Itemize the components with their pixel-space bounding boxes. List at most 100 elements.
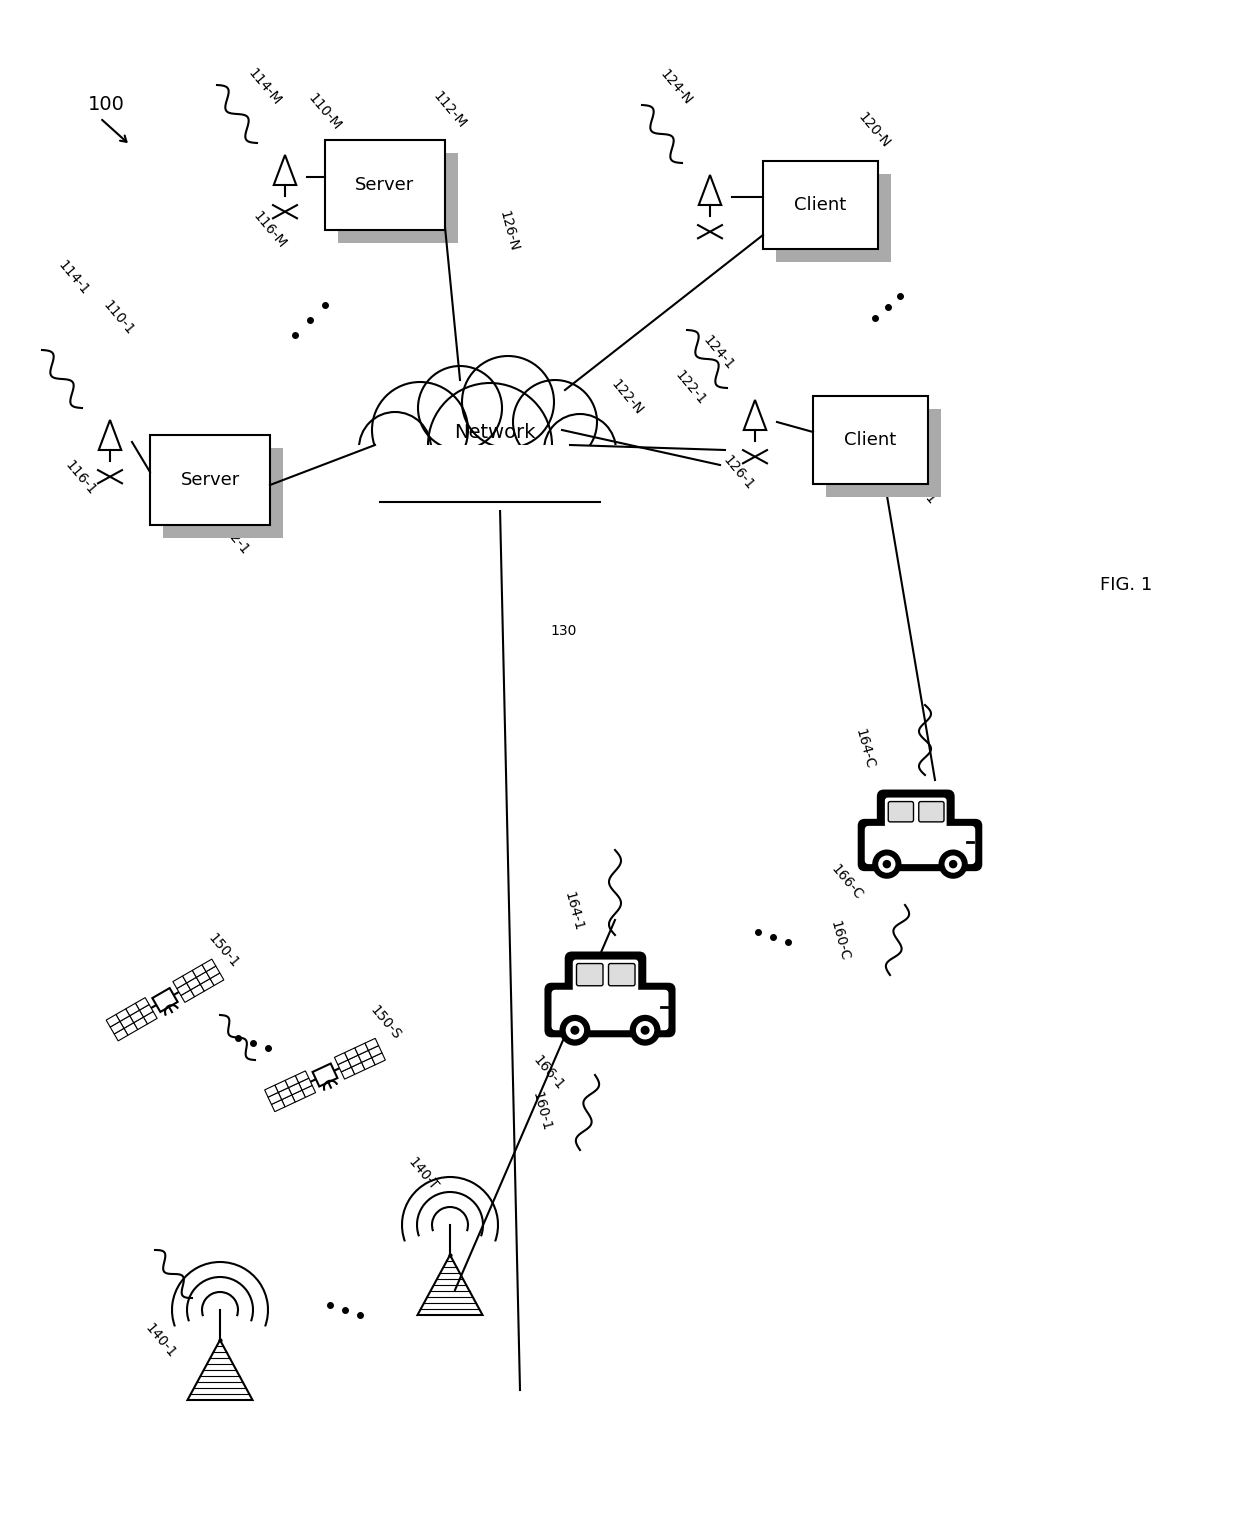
FancyBboxPatch shape [919, 802, 944, 821]
FancyBboxPatch shape [552, 990, 668, 1030]
Bar [775, 173, 890, 262]
Text: 120-1: 120-1 [901, 468, 939, 508]
FancyBboxPatch shape [888, 802, 914, 821]
Bar [325, 140, 445, 230]
Text: FIG. 1: FIG. 1 [1100, 576, 1152, 595]
Text: 140-1: 140-1 [143, 1322, 179, 1361]
Text: 112-1: 112-1 [215, 519, 252, 558]
Circle shape [878, 855, 897, 873]
Circle shape [565, 1021, 585, 1040]
Polygon shape [355, 1043, 368, 1056]
Circle shape [635, 1021, 655, 1040]
Polygon shape [107, 1015, 120, 1027]
FancyBboxPatch shape [885, 797, 946, 827]
Polygon shape [201, 978, 215, 992]
Text: 166-C: 166-C [828, 862, 866, 903]
Polygon shape [120, 1016, 134, 1028]
Text: 164-C: 164-C [853, 727, 877, 771]
Text: 122-N: 122-N [608, 377, 646, 418]
Polygon shape [114, 1028, 128, 1040]
Polygon shape [125, 1004, 139, 1016]
Polygon shape [182, 970, 196, 983]
Polygon shape [345, 1048, 358, 1060]
Polygon shape [210, 973, 224, 986]
Text: Server: Server [180, 472, 239, 488]
Circle shape [873, 850, 900, 878]
Polygon shape [368, 1045, 382, 1057]
Polygon shape [303, 1086, 315, 1097]
Polygon shape [144, 1011, 157, 1024]
Bar [339, 154, 458, 243]
Polygon shape [268, 1092, 281, 1104]
Polygon shape [172, 976, 186, 989]
Polygon shape [264, 1084, 278, 1097]
Polygon shape [358, 1051, 372, 1062]
Polygon shape [341, 1068, 355, 1078]
Polygon shape [202, 960, 216, 972]
Bar [826, 409, 940, 497]
Circle shape [560, 1016, 589, 1045]
Text: 112-M: 112-M [430, 88, 469, 131]
Text: Server: Server [356, 176, 414, 195]
Text: 116-1: 116-1 [62, 458, 99, 497]
Polygon shape [365, 1039, 378, 1051]
Polygon shape [206, 966, 219, 978]
FancyBboxPatch shape [573, 960, 639, 992]
Text: 122-1: 122-1 [672, 368, 708, 408]
Polygon shape [275, 1080, 289, 1092]
Circle shape [949, 859, 957, 868]
Text: 150-S: 150-S [367, 1004, 403, 1043]
Polygon shape [196, 972, 210, 984]
Text: 110-M: 110-M [305, 91, 343, 132]
Text: 124-1: 124-1 [701, 333, 737, 373]
Circle shape [940, 850, 967, 878]
Circle shape [360, 412, 432, 484]
Polygon shape [295, 1071, 309, 1083]
FancyBboxPatch shape [859, 820, 981, 870]
Text: 150-1: 150-1 [205, 931, 242, 970]
Text: 100: 100 [88, 94, 125, 114]
Text: 120-N: 120-N [856, 110, 893, 151]
Text: Network: Network [454, 423, 536, 441]
Polygon shape [312, 1063, 337, 1086]
Polygon shape [134, 1018, 148, 1030]
Text: 110-1: 110-1 [100, 298, 136, 338]
Text: 140-T: 140-T [405, 1154, 440, 1192]
Polygon shape [115, 1008, 130, 1022]
Polygon shape [291, 1091, 305, 1103]
Text: 126-1: 126-1 [720, 453, 756, 493]
Circle shape [944, 855, 962, 873]
Circle shape [463, 356, 554, 449]
Bar [150, 435, 270, 525]
Text: 164-1: 164-1 [562, 890, 587, 932]
Polygon shape [181, 990, 195, 1002]
Text: 160-C: 160-C [828, 920, 852, 963]
Polygon shape [139, 1004, 154, 1018]
Polygon shape [177, 983, 191, 995]
FancyBboxPatch shape [577, 963, 603, 986]
FancyBboxPatch shape [565, 952, 645, 999]
Bar [350, 446, 630, 510]
Polygon shape [135, 998, 149, 1010]
Polygon shape [337, 1060, 351, 1072]
Bar [812, 395, 928, 484]
Circle shape [641, 1025, 650, 1034]
Text: 166-1: 166-1 [529, 1053, 567, 1094]
Polygon shape [362, 1057, 376, 1069]
Circle shape [513, 380, 596, 464]
Polygon shape [124, 1022, 138, 1036]
Polygon shape [191, 984, 205, 996]
Polygon shape [348, 1056, 362, 1068]
Circle shape [418, 367, 502, 450]
Bar [162, 449, 283, 538]
Polygon shape [192, 964, 206, 978]
Polygon shape [335, 1053, 348, 1065]
Polygon shape [153, 989, 177, 1011]
Polygon shape [278, 1088, 291, 1100]
Circle shape [883, 859, 892, 868]
Text: 160-1: 160-1 [529, 1091, 554, 1133]
Text: 124-N: 124-N [657, 67, 694, 108]
Text: 126-N: 126-N [497, 208, 521, 252]
Circle shape [372, 382, 467, 478]
Text: 114-M: 114-M [246, 65, 284, 108]
